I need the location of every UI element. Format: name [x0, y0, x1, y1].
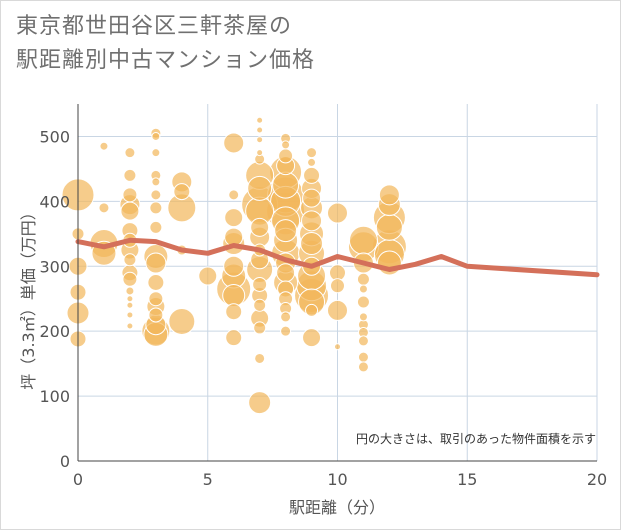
data-bubble	[247, 175, 273, 201]
data-bubble	[280, 325, 292, 337]
data-bubble	[358, 284, 368, 294]
data-bubble	[327, 202, 348, 224]
data-bubble	[327, 299, 348, 321]
y-tick-label: 0	[60, 452, 70, 471]
data-bubble	[276, 263, 296, 283]
data-bubble	[253, 321, 267, 335]
data-bubble	[99, 141, 109, 151]
data-bubble	[250, 217, 270, 237]
data-bubble	[126, 322, 134, 330]
data-bubble	[173, 183, 191, 201]
data-bubble	[223, 132, 245, 154]
data-bubble	[150, 189, 162, 201]
data-bubble	[357, 361, 369, 373]
y-tick-label: 100	[39, 387, 70, 406]
data-bubble	[300, 232, 324, 256]
x-tick-label: 5	[203, 470, 213, 489]
x-axis-title: 駅距離（分）	[289, 498, 385, 517]
y-tick-label: 300	[39, 257, 70, 276]
data-bubble	[301, 210, 323, 232]
data-bubble	[256, 149, 264, 157]
data-bubble	[256, 136, 264, 144]
data-bubble	[125, 286, 135, 296]
data-bubble	[357, 335, 369, 347]
data-bubble	[123, 253, 137, 267]
data-bubble	[256, 116, 264, 124]
y-tick-label: 400	[39, 192, 70, 211]
data-bubble	[274, 219, 298, 243]
data-bubble	[307, 157, 317, 167]
title-line-1: 東京都世田谷区三軒茶屋の	[16, 14, 293, 39]
data-bubble	[224, 208, 244, 228]
data-bubble	[330, 278, 345, 294]
data-bubble	[272, 171, 300, 199]
data-bubble	[348, 225, 378, 255]
data-bubble	[151, 148, 161, 158]
data-bubble	[151, 131, 161, 141]
data-bubble	[302, 328, 322, 348]
data-bubble	[98, 202, 110, 214]
data-bubble	[306, 147, 318, 159]
data-bubble	[122, 271, 138, 287]
data-bubble	[124, 147, 136, 159]
data-bubble	[280, 311, 292, 323]
data-bubble	[356, 295, 370, 309]
data-bubble	[254, 352, 266, 364]
data-bubble	[225, 303, 243, 321]
data-bubble	[149, 220, 163, 234]
data-bubble	[334, 343, 341, 351]
data-bubble	[147, 274, 165, 291]
data-bubble	[123, 168, 137, 182]
data-bubble	[149, 201, 163, 215]
bubbles-layer	[61, 116, 407, 415]
axes-layer: 0 100 200 300 400 500 0 5 10 15 20	[39, 104, 607, 489]
x-tick-label: 0	[73, 470, 83, 489]
data-bubble	[378, 184, 400, 206]
x-tick-label: 20	[587, 470, 607, 489]
trend-line-layer	[75, 237, 600, 278]
x-tick-label: 10	[327, 470, 347, 489]
title-line-2: 駅距離別中古マンション価格	[16, 48, 316, 73]
bubble-size-note: 円の大きさは、取引のあった物件面積を示す	[356, 431, 596, 446]
data-bubble	[198, 266, 218, 286]
data-bubble	[375, 213, 403, 241]
y-tick-label: 500	[39, 127, 70, 146]
data-bubble	[126, 295, 134, 303]
data-bubble	[302, 188, 322, 208]
data-bubble	[122, 187, 138, 203]
data-bubble	[357, 351, 369, 363]
data-bubble	[168, 307, 196, 335]
data-bubble	[225, 329, 243, 347]
data-bubble	[126, 311, 134, 319]
data-bubble	[222, 283, 246, 307]
data-bubble	[278, 148, 294, 164]
data-bubble	[303, 166, 321, 184]
data-bubble	[145, 252, 167, 274]
y-axis-title: 坪（3.3㎡）単価（万円）	[19, 204, 38, 389]
data-bubble	[358, 312, 368, 322]
data-bubble	[228, 189, 240, 201]
data-bubble	[151, 177, 161, 187]
data-bubble	[252, 276, 268, 292]
chart-title: 東京都世田谷区三軒茶屋の 駅距離別中古マンション価格	[16, 10, 315, 78]
data-bubble	[126, 301, 134, 309]
x-tick-label: 15	[457, 470, 477, 489]
data-bubble	[356, 272, 370, 286]
y-tick-label: 200	[39, 322, 70, 341]
data-bubble	[281, 140, 291, 150]
data-bubble	[256, 126, 264, 134]
data-bubble	[223, 255, 245, 277]
data-bubble	[253, 298, 267, 312]
data-bubble	[148, 291, 164, 307]
trend-line	[75, 237, 600, 278]
data-bubble	[305, 303, 319, 317]
data-bubble	[248, 391, 272, 415]
data-bubble	[148, 307, 164, 323]
data-bubble	[120, 201, 140, 221]
